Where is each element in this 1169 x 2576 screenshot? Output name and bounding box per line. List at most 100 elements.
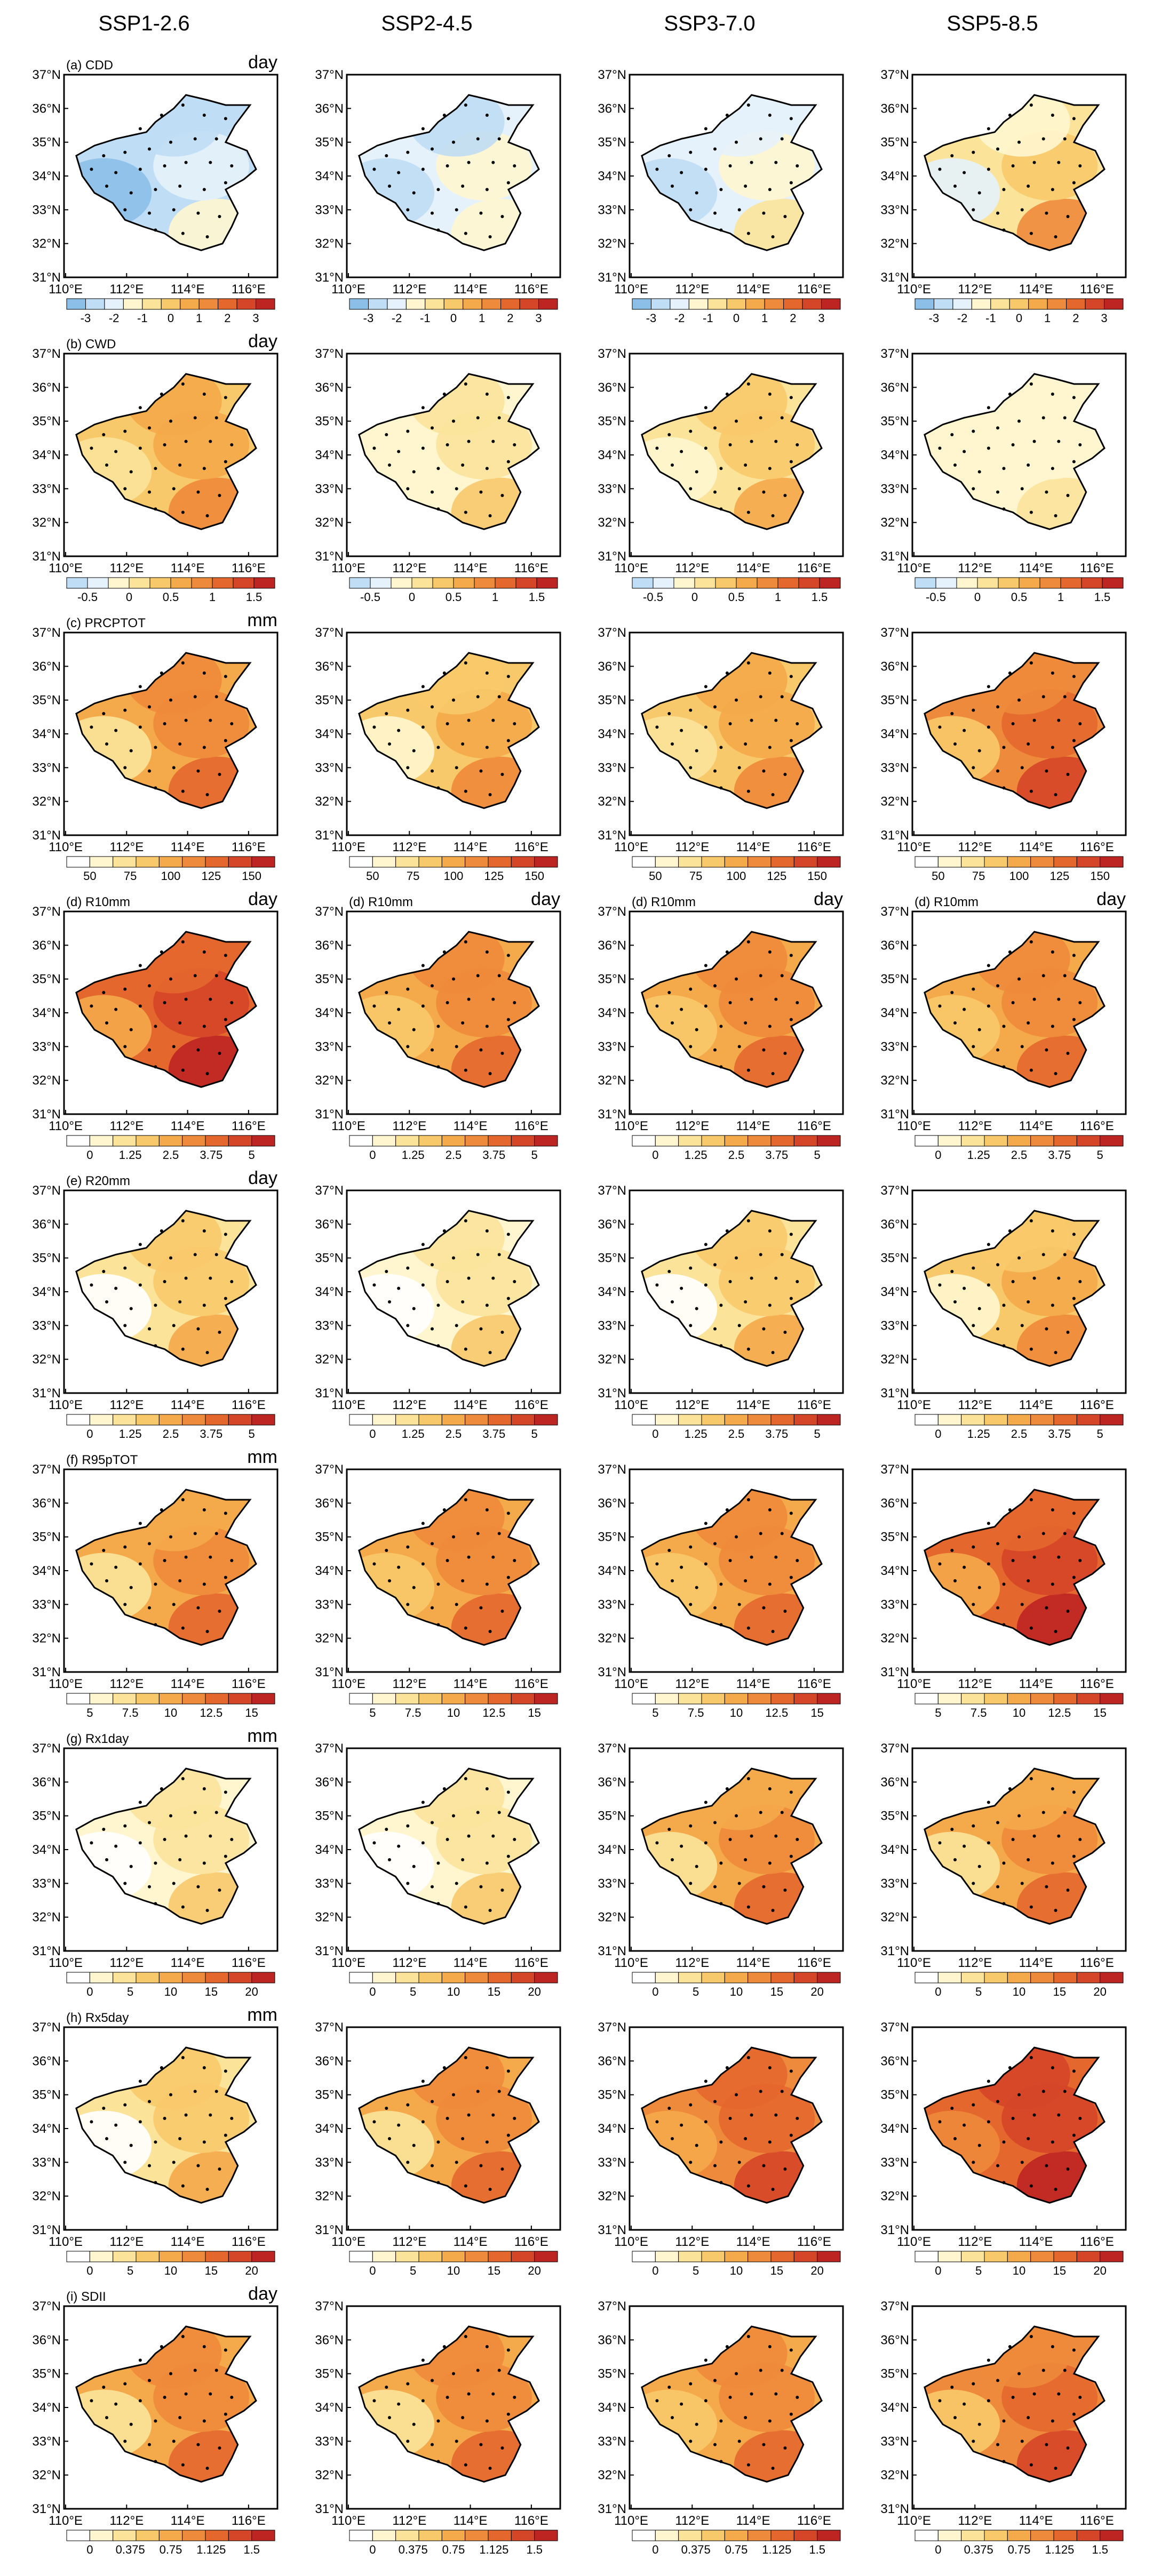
colorbar-swatch (653, 577, 674, 589)
colorbar-tick: 5 (249, 1148, 255, 1162)
lon-label: 112°E (675, 1398, 709, 1412)
station-dot (735, 2093, 738, 2097)
station-dot (744, 1300, 747, 1303)
station-dot (178, 1021, 182, 1025)
station-dot (972, 1545, 975, 1549)
station-dot (719, 2419, 723, 2423)
lat-label: 32°N (315, 2189, 344, 2204)
station-dot (704, 964, 707, 967)
colorbar-swatch (632, 577, 654, 589)
station-dot (1066, 1889, 1070, 1892)
colorbar-swatch (218, 298, 237, 310)
lat-label: 33°N (32, 1039, 61, 1054)
province-outline (924, 2046, 1106, 2204)
station-dot (224, 954, 227, 957)
colorbar-swatch (372, 2530, 396, 2541)
lat-label: 37°N (32, 68, 61, 82)
station-dot (485, 2419, 489, 2423)
station-dot (464, 510, 467, 514)
station-dot (123, 1266, 127, 1270)
lon-label: 110°E (331, 840, 365, 854)
station-dot (436, 2181, 440, 2185)
colorbar-swatch (937, 1414, 962, 1426)
colorbar-tick: 0 (652, 1148, 658, 1162)
lat-label: 37°N (315, 68, 344, 82)
lon-label: 112°E (675, 282, 709, 297)
station-dot (497, 137, 501, 141)
station-dot (406, 766, 410, 770)
station-dot (154, 1861, 157, 1865)
station-dot (1054, 1351, 1057, 1354)
lat-label: 34°N (315, 1843, 344, 1857)
colorbar-swatch (372, 1693, 396, 1705)
station-dot (436, 507, 440, 511)
colorbar-tick: 15 (528, 1706, 540, 1719)
station-dot (737, 487, 741, 491)
station-dot (774, 1555, 778, 1559)
station-dot (455, 2439, 458, 2443)
station-dot (987, 1841, 990, 1845)
lat-label: 32°N (32, 516, 61, 530)
colorbar-swatch (1053, 1135, 1077, 1147)
station-dot (1063, 137, 1067, 141)
colorbar-swatch (233, 577, 255, 589)
station-dot (202, 746, 206, 749)
station-dot (1029, 1068, 1033, 1072)
colorbar-swatch (205, 1414, 229, 1426)
station-dot (987, 1243, 990, 1246)
station-dot (138, 127, 142, 131)
colorbar-tick: 0 (652, 1427, 658, 1441)
colorbar-swatch (511, 2251, 535, 2262)
station-dot (513, 1559, 516, 1562)
station-dot (464, 789, 467, 793)
station-dot (224, 1790, 227, 1794)
colorbar-swatch (724, 2530, 749, 2541)
station-dot (719, 228, 723, 232)
station-dot (436, 188, 440, 191)
station-dot (160, 1787, 163, 1790)
station-dot (372, 446, 376, 450)
station-dot (148, 2443, 151, 2446)
colorbar-swatch (441, 1135, 466, 1147)
lon-label: 114°E (1019, 2514, 1053, 2528)
lon-label: 110°E (331, 2235, 365, 2249)
station-dot (123, 1603, 127, 1606)
colorbar-swatch (817, 1135, 841, 1147)
station-dot (987, 2399, 990, 2403)
lat-label: 35°N (880, 2367, 909, 2381)
station-dot (671, 185, 674, 188)
station-dot (431, 211, 434, 215)
colorbar-tick: 0 (369, 2264, 376, 2277)
lon-label: 114°E (1019, 1956, 1053, 1970)
lat-label: 34°N (32, 1285, 61, 1299)
station-dot (728, 1559, 732, 1562)
station-dot (655, 1841, 659, 1845)
station-dot (1078, 722, 1082, 725)
lat-label: 33°N (880, 2434, 909, 2449)
lat-label: 37°N (32, 626, 61, 640)
station-dot (230, 1559, 234, 1562)
lon-label: 116°E (514, 1677, 548, 1691)
province-outline (75, 94, 257, 251)
station-dot (455, 487, 458, 491)
lon-label: 116°E (232, 1119, 266, 1133)
colorbar-swatch (632, 1414, 656, 1426)
station-dot (455, 1324, 458, 1327)
lon-label: 114°E (736, 2235, 770, 2249)
station-dot (138, 406, 142, 410)
station-dot (1078, 443, 1082, 446)
station-dot (442, 2066, 446, 2069)
colorbar-swatch (136, 856, 160, 868)
colorbar-swatch (724, 1972, 749, 1983)
station-dot (1045, 1327, 1048, 1331)
station-dot (148, 2164, 151, 2167)
lat-label: 36°N (598, 380, 626, 395)
lat-label: 34°N (32, 1843, 61, 1857)
lon-label: 116°E (232, 1398, 266, 1412)
province-outline (641, 1489, 823, 1646)
colorbar-tick: 12.5 (765, 1706, 788, 1719)
colorbar-swatch (113, 1135, 137, 1147)
station-dot (1008, 950, 1012, 954)
